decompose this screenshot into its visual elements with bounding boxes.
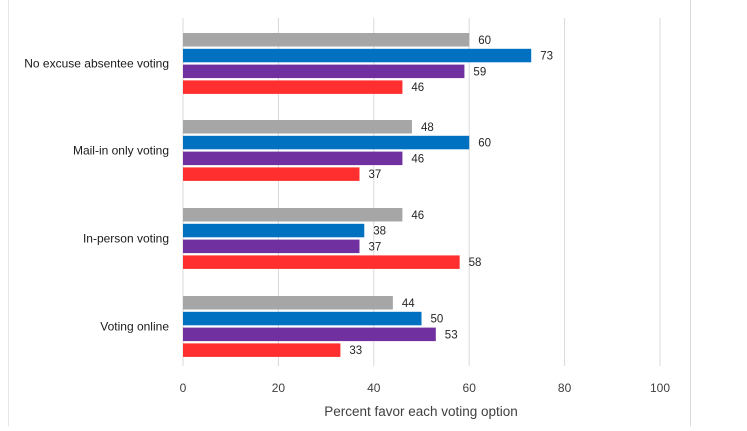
data-label: 60 (478, 35, 491, 47)
data-label: 53 (445, 329, 458, 341)
bar (183, 48, 532, 63)
bar (183, 33, 470, 47)
data-label: 60 (478, 138, 491, 150)
x-tick-label: 60 (463, 381, 477, 395)
data-label: 73 (540, 51, 553, 63)
x-tick-label: 100 (650, 381, 670, 395)
chart-right-border (690, 0, 691, 426)
bar (183, 208, 403, 222)
bar (183, 343, 341, 357)
bar (183, 64, 465, 79)
x-tick-label: 80 (558, 381, 572, 395)
data-label: 46 (411, 153, 424, 165)
bar (183, 311, 422, 326)
data-label: 48 (421, 122, 434, 134)
category-label: No excuse absentee voting (24, 56, 169, 70)
x-tick-label: 20 (272, 381, 286, 395)
data-label: 33 (349, 345, 362, 357)
category-label: In-person voting (83, 231, 169, 245)
x-tick-label: 0 (180, 381, 187, 395)
data-label: 46 (411, 82, 424, 94)
data-label: 58 (469, 257, 482, 269)
x-tick-labels: 0 20 40 60 80 100 (180, 381, 671, 395)
bar (183, 239, 360, 254)
x-tick-label: 40 (367, 381, 381, 395)
data-label: 50 (431, 314, 444, 326)
bar (183, 255, 460, 269)
bar (183, 135, 470, 150)
data-label: 44 (402, 298, 415, 310)
category-labels: No excuse absentee voting Mail-in only vo… (24, 56, 169, 333)
bar (183, 120, 412, 134)
data-label: 38 (373, 226, 386, 238)
bar (183, 167, 360, 181)
data-label: 59 (473, 66, 486, 78)
bar (183, 80, 403, 94)
category-label: Mail-in only voting (73, 143, 169, 157)
data-label: 37 (368, 169, 381, 181)
bars (183, 33, 532, 357)
bar (183, 296, 393, 310)
chart-left-border (8, 0, 9, 426)
data-label: 46 (411, 210, 424, 222)
x-axis-title: Percent favor each voting option (324, 404, 518, 419)
category-label: Voting online (100, 319, 169, 333)
data-label: 37 (368, 241, 381, 253)
bar (183, 223, 365, 238)
bar (183, 327, 436, 342)
bar (183, 151, 403, 166)
